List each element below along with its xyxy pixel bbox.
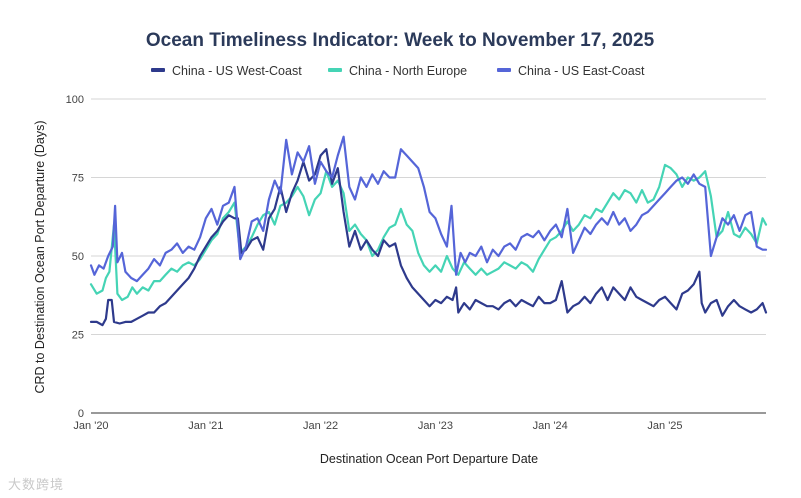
y-axis-ticks: 0 25 50 75 100 (66, 94, 84, 420)
x-tick-label: Jan '21 (188, 420, 223, 432)
legend-swatch-north-europe (328, 68, 342, 72)
y-tick-label: 0 (78, 408, 84, 420)
y-tick-label: 25 (72, 330, 84, 342)
legend-swatch-us-east-coast (497, 68, 511, 72)
chart-title: Ocean Timeliness Indicator: Week to Nove… (146, 30, 655, 51)
legend-label-us-west-coast: China - US West-Coast (172, 64, 302, 78)
series-line-us-east-coast[interactable] (89, 135, 768, 283)
gridlines (91, 98, 766, 414)
y-axis-label: CRD to Destination Ocean Port Departure … (33, 120, 47, 393)
legend: China - US West-Coast China - North Euro… (151, 64, 645, 78)
legend-item-us-east-coast[interactable]: China - US East-Coast (497, 64, 645, 78)
x-axis-label: Destination Ocean Port Departure Date (320, 452, 538, 466)
legend-label-us-east-coast: China - US East-Coast (518, 64, 645, 78)
y-tick-label: 75 (72, 173, 84, 185)
watermark-logo: 大数跨境 (8, 478, 65, 493)
x-tick-label: Jan '20 (73, 420, 108, 432)
x-tick-label: Jan '23 (418, 420, 453, 432)
series-lines (89, 135, 768, 327)
y-tick-label: 100 (66, 94, 84, 106)
series-line-us-west-coast[interactable] (89, 148, 768, 327)
x-axis-ticks: Jan '20 Jan '21 Jan '22 Jan '23 Jan '24 Jan '… (73, 420, 682, 432)
legend-item-north-europe[interactable]: China - North Europe (328, 64, 467, 78)
legend-item-us-west-coast[interactable]: China - US West-Coast (151, 64, 302, 78)
legend-swatch-us-west-coast (151, 68, 165, 72)
series-line-north-europe[interactable] (89, 163, 768, 302)
legend-label-north-europe: China - North Europe (349, 64, 467, 78)
y-tick-label: 50 (72, 251, 84, 263)
x-tick-label: Jan '22 (303, 420, 338, 432)
x-tick-label: Jan '24 (533, 420, 568, 432)
x-tick-label: Jan '25 (647, 420, 682, 432)
